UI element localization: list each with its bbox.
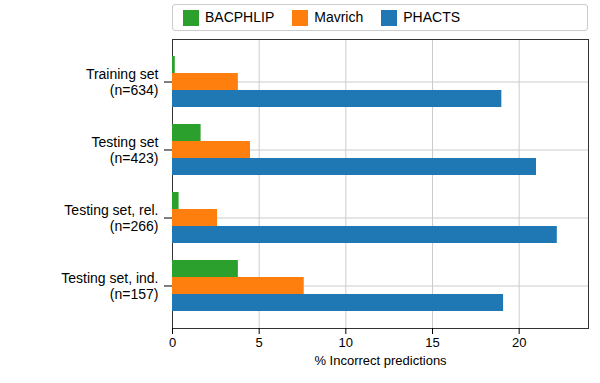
svg-text:% Incorrect predictions: % Incorrect predictions [314, 353, 447, 368]
svg-text:5: 5 [256, 335, 263, 350]
svg-text:Testing set(n=423): Testing set(n=423) [92, 134, 159, 166]
svg-text:Training set(n=634): Training set(n=634) [86, 66, 159, 98]
svg-text:Testing set, rel.(n=266): Testing set, rel.(n=266) [64, 202, 158, 234]
svg-text:20: 20 [512, 335, 526, 350]
html-text:PHACTS: PHACTS [403, 9, 461, 25]
svg-text:0: 0 [169, 335, 176, 350]
svg-text:10: 10 [339, 335, 353, 350]
html-text:BACPHLIP: BACPHLIP [205, 9, 275, 25]
svg-text:15: 15 [425, 335, 439, 350]
svg-text:Testing set, ind.(n=157): Testing set, ind.(n=157) [61, 270, 158, 302]
html-text:Mavrich: Mavrich [314, 9, 364, 25]
